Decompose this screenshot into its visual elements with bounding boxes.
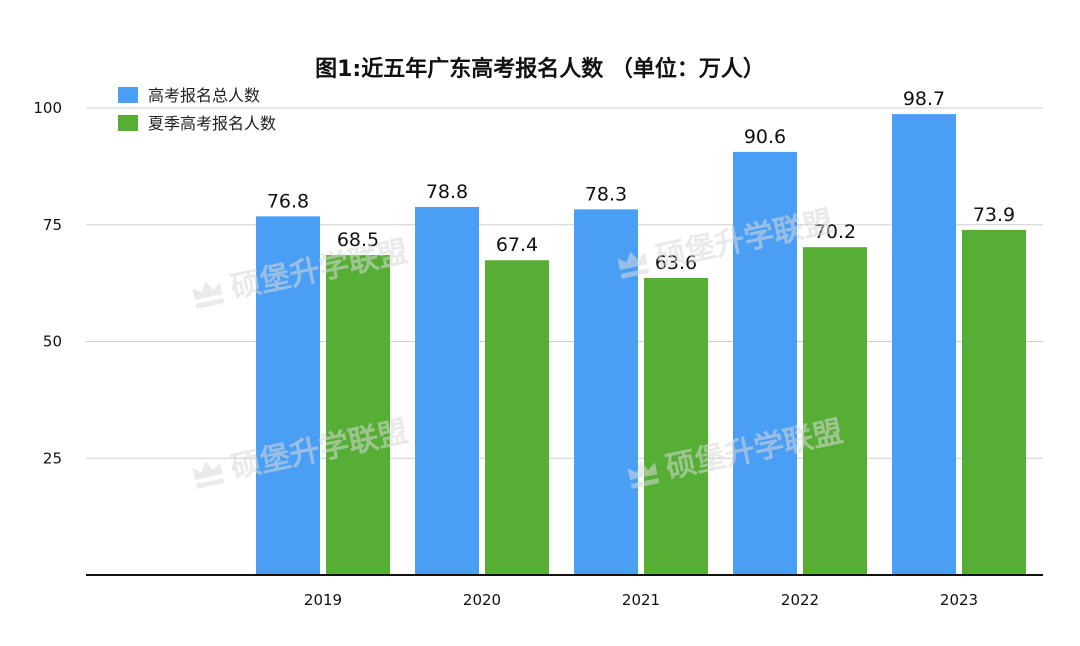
data-label-summer-2021: 63.6	[655, 252, 697, 274]
bar-total-2019	[256, 216, 320, 575]
crown-logo-icon	[627, 461, 660, 489]
data-label-summer-2022: 70.2	[814, 221, 856, 243]
x-tick-label-2022: 2022	[781, 591, 819, 609]
legend-swatch-summer	[118, 115, 138, 131]
data-label-total-2021: 78.3	[585, 183, 627, 205]
data-label-summer-2020: 67.4	[496, 234, 538, 256]
x-tick-label-2020: 2020	[463, 591, 501, 609]
data-labels: 76.8 68.5 78.8 67.4 78.3 63.6 90.6 70.2 98.7 73.9	[267, 88, 1015, 274]
bars	[256, 114, 1026, 576]
y-tick-label: 100	[33, 99, 62, 117]
crown-logo-icon	[617, 251, 650, 279]
y-tick-label: 25	[43, 449, 62, 467]
legend-label-summer: 夏季高考报名人数	[148, 114, 276, 133]
bar-total-2022	[733, 151, 797, 575]
x-tick-label-2019: 2019	[304, 591, 342, 609]
legend-label-total: 高考报名总人数	[148, 86, 260, 105]
bar-total-2023	[892, 114, 956, 576]
data-label-total-2023: 98.7	[903, 88, 945, 110]
data-label-summer-2019: 68.5	[337, 229, 379, 251]
x-tick-label-2021: 2021	[622, 591, 660, 609]
gridlines	[86, 107, 1043, 459]
bar-total-2020	[415, 207, 479, 575]
bar-summer-2022	[803, 247, 867, 575]
crown-logo-icon	[192, 281, 225, 309]
x-tick-label-2023: 2023	[940, 591, 978, 609]
bar-summer-2019	[326, 255, 390, 576]
y-tick-label: 75	[43, 216, 62, 234]
bar-summer-2023	[962, 229, 1026, 575]
bar-summer-2021	[644, 277, 708, 575]
legend-swatch-total	[118, 87, 138, 103]
bar-total-2021	[574, 209, 638, 576]
data-label-total-2020: 78.8	[426, 181, 468, 203]
legend: 高考报名总人数 夏季高考报名人数	[118, 86, 276, 133]
y-tick-label: 50	[43, 333, 62, 351]
data-label-summer-2023: 73.9	[973, 204, 1015, 226]
bar-summer-2020	[485, 260, 549, 575]
data-label-total-2019: 76.8	[267, 190, 309, 212]
y-axis-ticks: 25 50 75 100	[33, 99, 62, 467]
chart-title: 图1:近五年广东高考报名人数 （单位：万人）	[315, 56, 765, 82]
crown-logo-icon	[192, 461, 225, 489]
data-label-total-2022: 90.6	[744, 126, 786, 148]
x-axis-ticks: 2019 2020 2021 2022 2023	[304, 591, 978, 609]
